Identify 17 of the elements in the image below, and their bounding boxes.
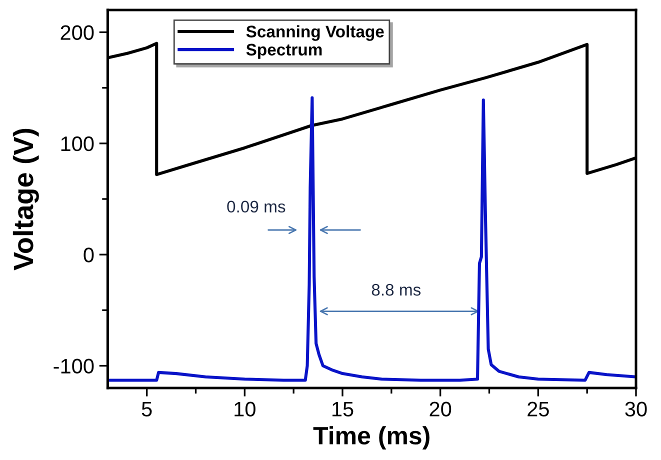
x-tick-label: 25 bbox=[528, 402, 549, 416]
x-tick-label: 20 bbox=[430, 402, 452, 416]
x-axis-title: Time (ms) bbox=[313, 426, 430, 450]
y-tick-label: 100 bbox=[61, 136, 94, 152]
legend-label: Spectrum bbox=[246, 44, 322, 59]
x-tick-label: 5 bbox=[142, 402, 152, 416]
x-tick-label: 30 bbox=[625, 402, 647, 416]
x-tick-label: 15 bbox=[332, 402, 354, 416]
y-tick-label: 0 bbox=[84, 248, 94, 262]
annotation: 8.8 ms bbox=[372, 284, 421, 296]
y-tick-label: 200 bbox=[60, 25, 94, 40]
x-tick-label: 10 bbox=[234, 402, 256, 416]
annotation: 0.09 ms bbox=[227, 200, 286, 213]
y-axis-title: Voltage (V) bbox=[12, 128, 39, 270]
line-series bbox=[108, 96, 636, 382]
y-tick-label: -100 bbox=[54, 358, 94, 374]
legend-label: Scanning Voltage bbox=[246, 25, 384, 41]
